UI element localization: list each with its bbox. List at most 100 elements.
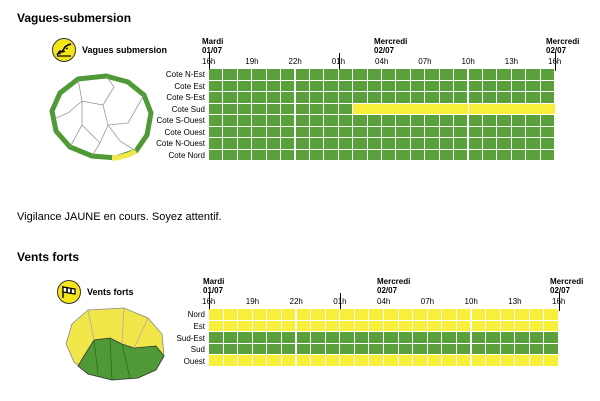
timeline-cell	[252, 309, 268, 321]
timeline-cell	[238, 355, 253, 367]
timeline-cell	[340, 320, 355, 333]
timeline-cell	[338, 80, 354, 92]
timeline-cell	[529, 343, 545, 356]
timeline-cell	[540, 138, 555, 150]
timeline-cell	[252, 126, 267, 138]
timeline-cell	[468, 115, 483, 127]
timeline-cell	[267, 343, 282, 356]
timeline-cell	[223, 309, 239, 321]
timeline-cell	[296, 332, 312, 344]
timeline-cell	[325, 355, 341, 367]
vents-grid	[209, 309, 559, 367]
timeline-cell	[252, 332, 268, 344]
timeline-cell	[252, 149, 267, 161]
timeline-cell	[267, 309, 282, 321]
windsock-icon	[57, 280, 81, 304]
timeline-cell	[353, 80, 368, 92]
timeline-cell	[209, 332, 224, 344]
timeline-cell	[296, 320, 312, 333]
timeline-cell	[413, 309, 428, 321]
timeline-cell	[325, 332, 341, 344]
timeline-cell	[281, 309, 297, 321]
timeline-cell	[367, 138, 382, 150]
row-label: Cote Est	[174, 81, 205, 91]
timeline-cell	[442, 332, 457, 344]
timeline-cell	[425, 115, 440, 127]
timeline-cell	[410, 115, 426, 127]
timeline-cell	[367, 69, 382, 81]
timeline-cell	[295, 103, 310, 115]
timeline-cell	[252, 115, 267, 127]
timeline-cell	[237, 126, 253, 138]
timeline-cell	[526, 69, 541, 81]
timeline-cell	[413, 332, 428, 344]
vents-badge-label: Vents forts	[87, 287, 134, 297]
timeline-cell	[540, 80, 555, 92]
timeline-cell	[324, 69, 339, 81]
timeline-cell	[367, 103, 382, 115]
time-tick: 04h	[375, 57, 389, 66]
timeline-cell	[209, 309, 224, 321]
timeline-cell	[425, 80, 440, 92]
timeline-cell	[353, 149, 368, 161]
timeline-cell	[367, 115, 382, 127]
timeline-cell	[369, 332, 384, 344]
timeline-cell	[252, 343, 268, 356]
timeline-cell	[309, 80, 325, 92]
timeline-cell	[482, 115, 498, 127]
timeline-cell	[209, 126, 224, 138]
vagues-badge-label: Vagues submersion	[82, 45, 168, 55]
timeline-cell	[266, 138, 282, 150]
time-tick: 10h	[461, 57, 475, 66]
timeline-cell	[439, 69, 455, 81]
timeline-cell	[338, 138, 354, 150]
timeline-cell	[439, 80, 455, 92]
timeline-cell	[413, 355, 428, 367]
timeline-cell	[311, 355, 326, 367]
timeline-cell	[410, 92, 426, 104]
timeline-cell	[296, 355, 312, 367]
timeline-cell	[281, 332, 297, 344]
reunion-zone-map	[65, 307, 165, 381]
timeline-cell	[237, 92, 253, 104]
time-tick: 16h	[202, 297, 215, 306]
timeline-cell	[238, 332, 253, 344]
timeline-cell	[511, 103, 527, 115]
timeline-cell	[309, 126, 325, 138]
timeline-cell	[425, 69, 440, 81]
timeline-cell	[223, 115, 238, 127]
timeline-cell	[442, 320, 457, 333]
timeline-cell	[324, 103, 339, 115]
timeline-cell	[382, 126, 397, 138]
timeline-cell	[266, 149, 282, 161]
timeline-cell	[369, 309, 384, 321]
timeline-cell	[396, 69, 411, 81]
timeline-cell	[427, 320, 443, 333]
timeline-cell	[354, 309, 370, 321]
day-end-label-2: Mercredi 02/07	[550, 277, 584, 295]
timeline-cell	[540, 69, 555, 81]
timeline-cell	[209, 138, 224, 150]
time-tick: 16h	[552, 297, 565, 306]
timeline-cell	[398, 320, 414, 333]
timeline-cell	[281, 69, 296, 81]
timeline-cell	[382, 149, 397, 161]
timeline-cell	[456, 343, 472, 356]
section-title-vents: Vents forts	[17, 250, 80, 264]
timeline-cell	[295, 138, 310, 150]
timeline-cell	[482, 69, 498, 81]
timeline-cell	[340, 343, 355, 356]
timeline-cell	[266, 80, 282, 92]
timeline-cell	[454, 126, 469, 138]
timeline-cell	[482, 126, 498, 138]
timeline-cell	[223, 149, 238, 161]
timeline-cell	[223, 126, 238, 138]
timeline-cell	[281, 149, 296, 161]
vagues-badge: Vagues submersion	[52, 38, 167, 62]
timeline-cell	[544, 332, 559, 344]
timeline-cell	[427, 309, 443, 321]
timeline-cell	[468, 103, 483, 115]
timeline-cell	[209, 92, 224, 104]
timeline-cell	[281, 115, 296, 127]
row-label: Cote Ouest	[164, 127, 205, 137]
